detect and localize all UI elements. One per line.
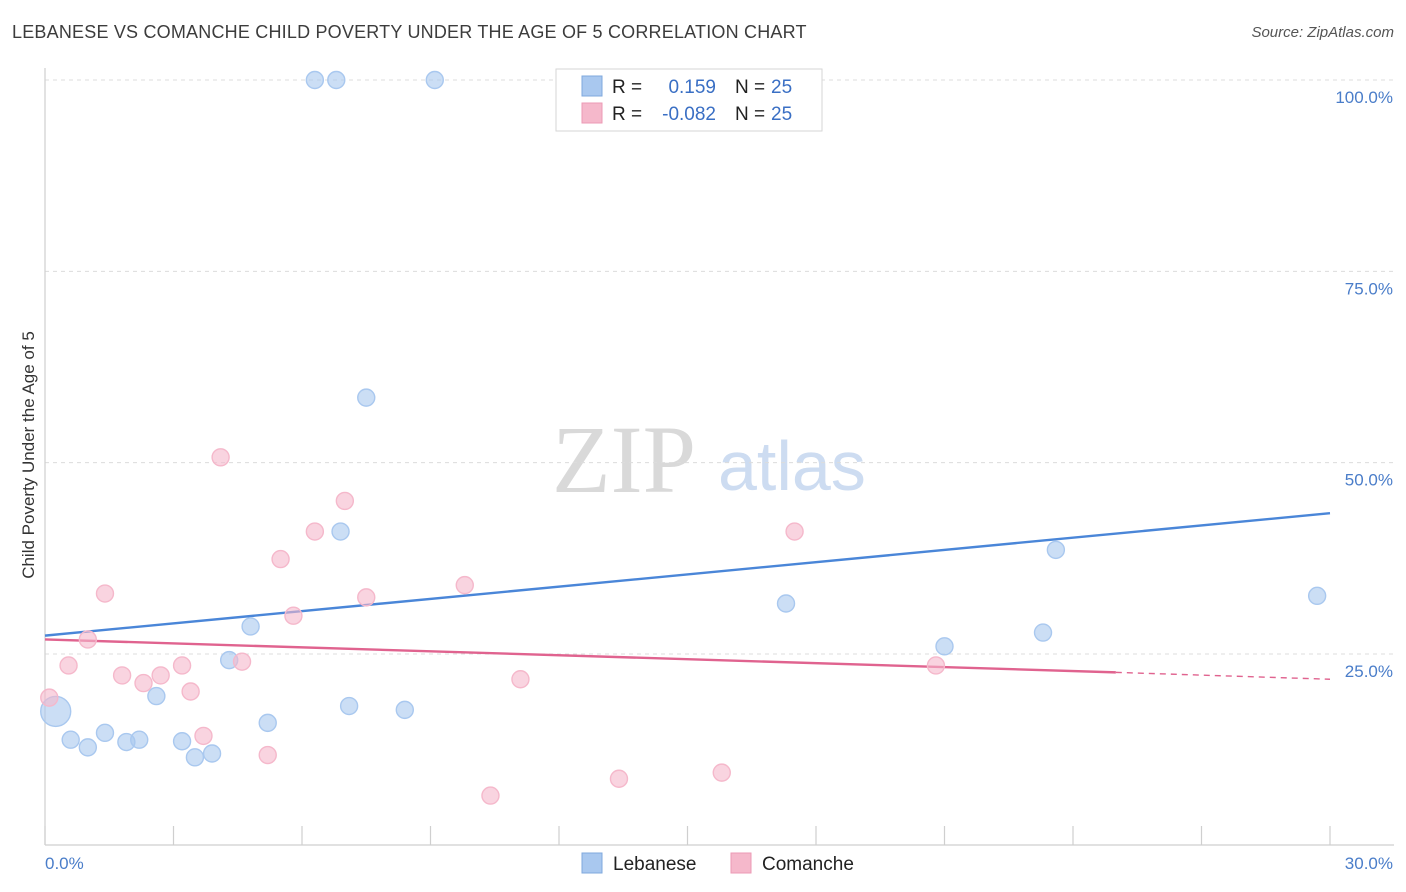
comanche-point-1 xyxy=(59,656,78,675)
comanche-point-12 xyxy=(258,745,277,765)
tick-labels: 100.0% 75.0% 50.0% 25.0% 0.0% 30.0% xyxy=(45,88,1393,873)
lebanese-point-19 xyxy=(395,700,414,720)
comanche-point-8 xyxy=(181,682,200,701)
y-tick-label-0: 100.0% xyxy=(1335,88,1393,107)
gridlines xyxy=(45,79,1394,655)
watermark-atlas: atlas xyxy=(718,427,866,505)
bottom-legend-swatch-comanche xyxy=(730,852,752,874)
lebanese-point-9 xyxy=(202,744,222,763)
bottom-legend-swatch-lebanese xyxy=(581,852,603,874)
lebanese-point-15 xyxy=(425,70,444,90)
legend-r-value-2: -0.082 xyxy=(662,104,716,125)
legend-n-value-2: 25 xyxy=(771,104,792,125)
comanche-point-18 xyxy=(455,575,474,595)
lebanese-point-22 xyxy=(1033,623,1053,642)
lebanese-point-8 xyxy=(185,748,205,767)
legend-swatch-comanche xyxy=(581,102,603,124)
lebanese-point-23 xyxy=(1046,540,1066,560)
comanche-point-24 xyxy=(926,656,946,675)
lebanese-point-14 xyxy=(327,70,346,90)
lebanese-point-5 xyxy=(130,730,149,749)
lebanese-point-3 xyxy=(95,723,115,743)
lebanese-point-12 xyxy=(258,713,277,733)
chart-title: LEBANESE VS COMANCHE CHILD POVERTY UNDER… xyxy=(12,22,807,42)
legend-r-value-1: 0.159 xyxy=(668,77,716,98)
chart-source: Source: ZipAtlas.com xyxy=(1251,24,1394,41)
comanche-point-11 xyxy=(232,652,252,671)
bottom-legend: Lebanese Comanche xyxy=(581,852,854,875)
lebanese-point-18 xyxy=(339,696,359,716)
legend-r-label-1: R = xyxy=(612,77,642,98)
lebanese-point-13 xyxy=(305,70,325,90)
lebanese-point-2 xyxy=(78,738,98,757)
comanche-point-22 xyxy=(712,763,731,782)
legend-n-label-2: N = xyxy=(735,104,765,125)
comanche-trend-extension xyxy=(1115,671,1331,680)
lebanese-point-24 xyxy=(1307,586,1327,606)
y-tick-label-1: 75.0% xyxy=(1345,279,1393,298)
comanche-point-15 xyxy=(305,522,325,541)
lebanese-point-11 xyxy=(241,617,260,636)
legend-r-label-2: R = xyxy=(612,104,642,125)
comanche-point-16 xyxy=(335,491,355,511)
comanche-trend-line xyxy=(44,638,1116,674)
legend-n-label-1: N = xyxy=(735,77,765,98)
comanche-point-9 xyxy=(194,726,213,746)
comanche-point-23 xyxy=(785,522,804,541)
comanche-point-20 xyxy=(511,670,530,689)
comanche-point-6 xyxy=(151,666,170,685)
bottom-legend-lebanese: Lebanese xyxy=(613,854,696,875)
lebanese-point-17 xyxy=(357,388,376,407)
comanche-point-19 xyxy=(481,786,500,805)
comanche-point-5 xyxy=(134,673,153,693)
bottom-legend-comanche: Comanche xyxy=(762,854,854,875)
y-tick-label-3: 25.0% xyxy=(1345,662,1393,681)
lebanese-point-20 xyxy=(776,594,796,613)
comanche-point-4 xyxy=(112,666,132,685)
comanche-point-21 xyxy=(609,769,629,788)
data-points xyxy=(40,70,1327,805)
comanche-point-2 xyxy=(78,630,98,649)
lebanese-point-21 xyxy=(935,637,954,656)
watermark-zip: ZIP xyxy=(552,406,696,513)
legend: R = 0.159 N = 25 R = -0.082 N = 25 xyxy=(555,68,823,132)
lebanese-point-6 xyxy=(147,686,166,706)
comanche-point-14 xyxy=(284,606,303,625)
comanche-point-13 xyxy=(271,549,290,569)
comanche-point-7 xyxy=(172,656,192,675)
y-tick-label-2: 50.0% xyxy=(1345,471,1393,490)
lebanese-point-1 xyxy=(61,730,80,749)
legend-n-value-1: 25 xyxy=(771,77,792,98)
comanche-point-0 xyxy=(40,688,59,707)
x-tick-label-0: 0.0% xyxy=(45,854,84,873)
lebanese-trend-line xyxy=(44,511,1331,637)
comanche-point-3 xyxy=(95,584,115,603)
x-tick-label-1: 30.0% xyxy=(1345,854,1393,873)
comanche-point-10 xyxy=(211,448,230,467)
lebanese-point-16 xyxy=(331,522,350,541)
y-axis-label: Child Poverty Under the Age of 5 xyxy=(19,331,38,579)
lebanese-point-7 xyxy=(172,732,192,751)
legend-swatch-lebanese xyxy=(581,75,603,97)
comanche-point-17 xyxy=(357,588,376,607)
